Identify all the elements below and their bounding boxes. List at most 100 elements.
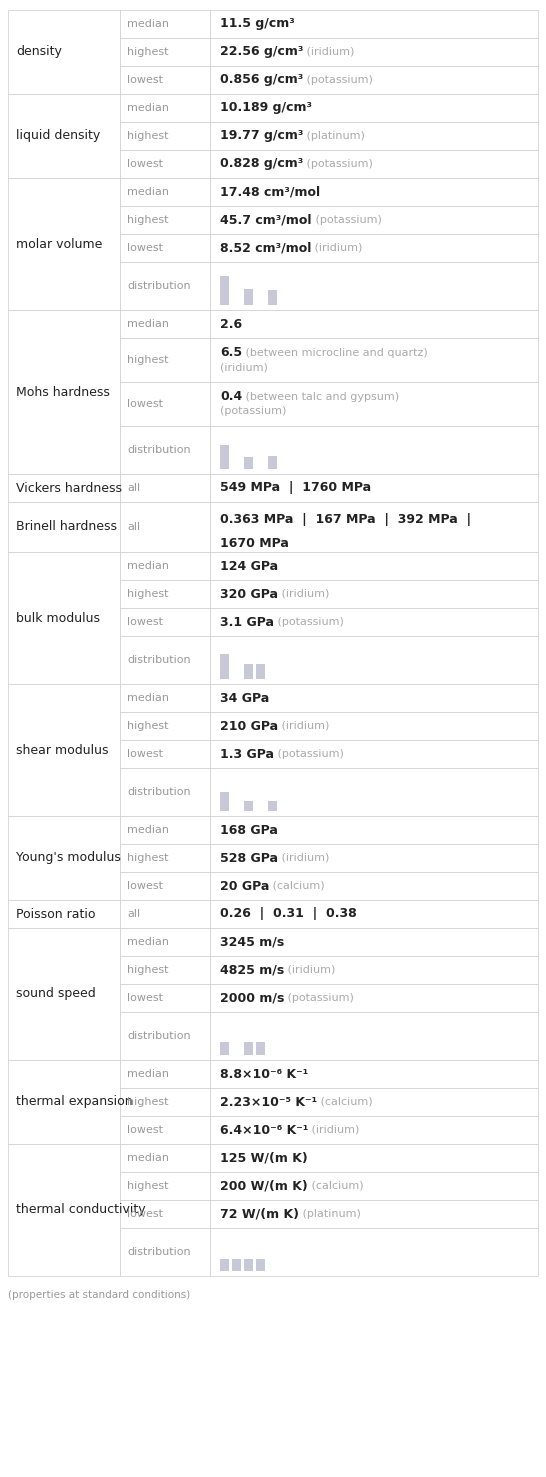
Bar xyxy=(210,179,538,205)
Bar xyxy=(120,899,210,928)
Bar xyxy=(120,684,210,712)
Bar xyxy=(210,38,538,66)
Text: (calcium): (calcium) xyxy=(317,1097,373,1106)
Text: 11.5 g/cm³: 11.5 g/cm³ xyxy=(220,18,295,31)
Bar xyxy=(220,792,229,811)
Bar xyxy=(8,179,120,310)
Text: highest: highest xyxy=(127,854,169,863)
Bar xyxy=(120,205,210,233)
Text: Young's modulus: Young's modulus xyxy=(16,852,121,864)
Text: 200 W/(m K): 200 W/(m K) xyxy=(220,1180,308,1192)
Bar xyxy=(256,1258,265,1272)
Bar xyxy=(120,928,210,956)
Bar xyxy=(120,609,210,637)
Bar xyxy=(8,684,120,815)
Bar xyxy=(120,502,210,552)
Text: median: median xyxy=(127,19,169,30)
Text: (properties at standard conditions): (properties at standard conditions) xyxy=(8,1289,190,1300)
Bar xyxy=(232,1258,241,1272)
Text: distribution: distribution xyxy=(127,1247,191,1257)
Bar xyxy=(220,276,229,304)
Text: Vickers hardness: Vickers hardness xyxy=(16,482,122,495)
Text: 1670 MPa: 1670 MPa xyxy=(220,538,289,551)
Text: lowest: lowest xyxy=(127,244,163,253)
Bar xyxy=(120,1199,210,1227)
Bar xyxy=(244,289,253,304)
Text: highest: highest xyxy=(127,131,169,140)
Bar xyxy=(120,123,210,151)
Bar xyxy=(210,928,538,956)
Text: 8.8×10⁻⁶ K⁻¹: 8.8×10⁻⁶ K⁻¹ xyxy=(220,1068,308,1081)
Text: (iridium): (iridium) xyxy=(278,854,329,863)
Text: 3.1 GPa: 3.1 GPa xyxy=(220,616,274,629)
Bar xyxy=(120,984,210,1012)
Text: (potassium): (potassium) xyxy=(220,406,286,417)
Bar xyxy=(8,899,120,928)
Text: 2.23×10⁻⁵ K⁻¹: 2.23×10⁻⁵ K⁻¹ xyxy=(220,1096,317,1109)
Text: 4825 m/s: 4825 m/s xyxy=(220,963,284,976)
Text: distribution: distribution xyxy=(127,445,191,455)
Bar xyxy=(210,1012,538,1060)
Bar xyxy=(210,768,538,815)
Text: Mohs hardness: Mohs hardness xyxy=(16,385,110,399)
Text: median: median xyxy=(127,1069,169,1080)
Text: 125 W/(m K): 125 W/(m K) xyxy=(220,1152,308,1164)
Bar xyxy=(210,580,538,609)
Bar xyxy=(120,1012,210,1060)
Text: 2.6: 2.6 xyxy=(220,318,242,331)
Bar xyxy=(210,637,538,684)
Bar xyxy=(220,654,229,679)
Text: distribution: distribution xyxy=(127,787,191,798)
Text: 6.4×10⁻⁶ K⁻¹: 6.4×10⁻⁶ K⁻¹ xyxy=(220,1124,308,1136)
Text: 0.4: 0.4 xyxy=(220,390,242,403)
Text: thermal conductivity: thermal conductivity xyxy=(16,1204,146,1217)
Text: all: all xyxy=(127,483,140,493)
Text: 22.56 g/cm³: 22.56 g/cm³ xyxy=(220,46,304,59)
Bar xyxy=(210,1145,538,1173)
Text: distribution: distribution xyxy=(127,281,191,291)
Text: median: median xyxy=(127,103,169,114)
Bar xyxy=(8,10,120,95)
Text: density: density xyxy=(16,46,62,59)
Text: thermal expansion: thermal expansion xyxy=(16,1096,133,1109)
Text: shear modulus: shear modulus xyxy=(16,743,109,756)
Bar xyxy=(210,815,538,843)
Bar xyxy=(256,665,265,679)
Text: 0.856 g/cm³: 0.856 g/cm³ xyxy=(220,74,303,87)
Bar xyxy=(120,637,210,684)
Bar xyxy=(8,552,120,684)
Text: (platinum): (platinum) xyxy=(304,131,365,140)
Text: Poisson ratio: Poisson ratio xyxy=(16,907,96,920)
Text: (iridium): (iridium) xyxy=(220,362,268,372)
Text: 6.5: 6.5 xyxy=(220,346,242,359)
Bar xyxy=(210,95,538,123)
Text: (potassium): (potassium) xyxy=(312,216,381,225)
Text: median: median xyxy=(127,188,169,196)
Bar xyxy=(120,1173,210,1199)
Bar xyxy=(210,10,538,38)
Text: liquid density: liquid density xyxy=(16,130,100,142)
Text: highest: highest xyxy=(127,589,169,600)
Bar xyxy=(8,1060,120,1145)
Bar xyxy=(210,552,538,580)
Bar xyxy=(120,552,210,580)
Text: median: median xyxy=(127,561,169,572)
Text: (potassium): (potassium) xyxy=(274,617,344,628)
Text: all: all xyxy=(127,521,140,532)
Text: (platinum): (platinum) xyxy=(299,1210,361,1219)
Bar xyxy=(120,712,210,740)
Bar xyxy=(120,956,210,984)
Bar xyxy=(120,179,210,205)
Bar xyxy=(120,871,210,899)
Text: 20 GPa: 20 GPa xyxy=(220,879,269,892)
Bar xyxy=(244,1041,253,1055)
Bar xyxy=(210,383,538,425)
Bar xyxy=(120,10,210,38)
Text: 124 GPa: 124 GPa xyxy=(220,560,278,573)
Text: median: median xyxy=(127,826,169,835)
Text: 168 GPa: 168 GPa xyxy=(220,824,278,836)
Text: highest: highest xyxy=(127,354,169,365)
Text: lowest: lowest xyxy=(127,75,163,86)
Bar xyxy=(210,984,538,1012)
Bar xyxy=(120,843,210,871)
